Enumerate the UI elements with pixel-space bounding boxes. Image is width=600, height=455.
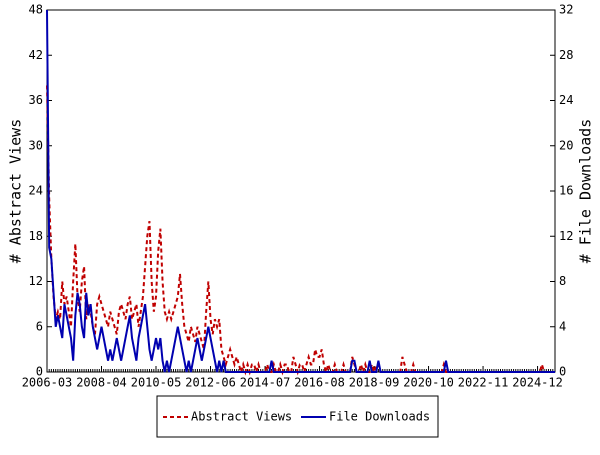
legend-label: File Downloads bbox=[329, 410, 430, 424]
y-tick-label: 0 bbox=[36, 365, 43, 379]
y2-tick-label: 12 bbox=[559, 229, 573, 243]
y-axis-title: # Abstract Views bbox=[7, 119, 25, 264]
x-tick-label: 2016-08 bbox=[294, 376, 345, 390]
y2-tick-label: 4 bbox=[559, 319, 566, 333]
x-tick-label: 2014-07 bbox=[240, 376, 291, 390]
y2-tick-label: 16 bbox=[559, 184, 573, 198]
y2-tick-label: 28 bbox=[559, 48, 573, 62]
x-tick-label: 2006-03 bbox=[22, 376, 73, 390]
y-tick-label: 48 bbox=[29, 3, 43, 17]
y2-tick-label: 20 bbox=[559, 138, 573, 152]
y2-tick-label: 0 bbox=[559, 365, 566, 379]
y-tick-label: 18 bbox=[29, 229, 43, 243]
x-tick-label: 2022-11 bbox=[458, 376, 509, 390]
y-tick-label: 24 bbox=[29, 184, 43, 198]
plot-frame bbox=[46, 9, 556, 373]
legend-label: Abstract Views bbox=[191, 410, 292, 424]
y-tick-label: 12 bbox=[29, 274, 43, 288]
y-tick-label: 42 bbox=[29, 48, 43, 62]
legend bbox=[156, 395, 439, 438]
x-tick-label: 2018-09 bbox=[349, 376, 400, 390]
x-tick-label: 2012-06 bbox=[185, 376, 236, 390]
series-line bbox=[46, 85, 555, 376]
series-line bbox=[46, 9, 555, 373]
y-tick-label: 36 bbox=[29, 93, 43, 107]
x-tick-label: 2008-04 bbox=[76, 376, 127, 390]
y-tick-label: 6 bbox=[36, 319, 43, 333]
x-tick-label: 2024-12 bbox=[512, 376, 563, 390]
y2-tick-label: 8 bbox=[559, 274, 566, 288]
y2-tick-label: 32 bbox=[559, 3, 573, 17]
x-tick-label: 2020-10 bbox=[403, 376, 454, 390]
y2-tick-label: 24 bbox=[559, 93, 573, 107]
y-tick-label: 30 bbox=[29, 138, 43, 152]
x-tick-label: 2010-05 bbox=[131, 376, 182, 390]
y2-axis-title: # File Downloads bbox=[577, 119, 595, 264]
